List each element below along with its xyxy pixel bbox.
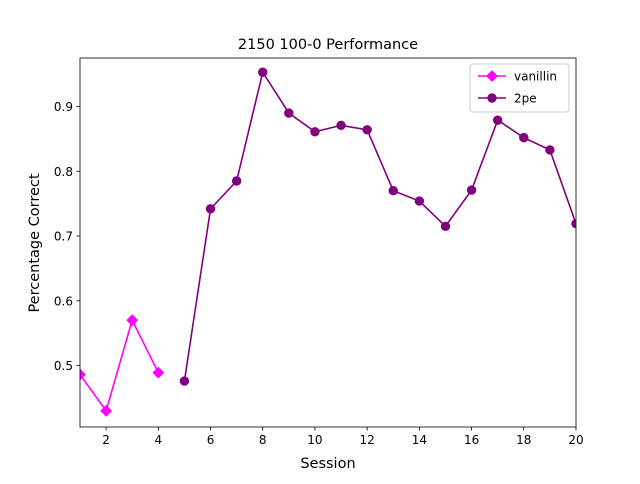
- data-point-2pe: [440, 221, 451, 232]
- series-vanillin: [80, 314, 165, 417]
- data-point-vanillin: [126, 314, 139, 327]
- data-point-2pe: [414, 196, 425, 206]
- y-tick-label: 0.5: [54, 359, 73, 373]
- x-tick-label: 4: [154, 433, 162, 447]
- y-tick-label: 0.9: [54, 100, 73, 114]
- x-tick-label: 14: [412, 433, 427, 447]
- x-tick-label: 8: [259, 433, 267, 447]
- legend-label: 2pe: [514, 92, 537, 106]
- x-tick-label: 16: [464, 433, 479, 447]
- data-point-2pe: [362, 125, 372, 135]
- x-tick-label: 20: [568, 433, 583, 447]
- data-point-2pe: [466, 185, 477, 195]
- series-line-2pe: [183, 70, 576, 382]
- x-tick-label: 6: [207, 433, 215, 447]
- x-tick-label: 12: [360, 433, 375, 447]
- axes-frame: [79, 57, 577, 428]
- legend-marker: [486, 70, 498, 82]
- x-tick-label: 18: [516, 433, 531, 447]
- chart-title: 2150 100-0 Performance: [238, 37, 418, 53]
- data-point-2pe: [231, 176, 242, 186]
- x-axis-label: Session: [300, 456, 355, 472]
- plot-area: 2 4 6 8 10 12 14 16 18 20 0.5 0.6 0.7 0.8 0.9: [54, 57, 584, 447]
- data-point-2pe: [519, 132, 529, 143]
- data-point-2pe: [545, 145, 555, 155]
- y-axis-label: Percentage Correct: [27, 173, 43, 312]
- y-tick-label: 0.6: [54, 294, 73, 308]
- series-line-vanillin: [80, 317, 160, 413]
- data-point-vanillin: [100, 404, 113, 417]
- data-point-2pe: [492, 115, 503, 125]
- legend-marker: [487, 93, 497, 103]
- x-tick-label: 10: [307, 433, 322, 447]
- data-point-2pe: [388, 186, 398, 196]
- data-point-2pe: [179, 376, 190, 386]
- data-point-2pe: [284, 108, 294, 118]
- legend: vanillin 2pe: [469, 63, 570, 113]
- series-layer: [80, 67, 576, 417]
- data-point-2pe: [310, 127, 320, 137]
- y-tick-label: 0.7: [54, 230, 73, 244]
- data-point-2pe: [205, 204, 216, 214]
- legend-item-2pe: 2pe: [478, 92, 537, 106]
- data-point-2pe: [336, 120, 346, 131]
- data-point-2pe: [258, 67, 268, 77]
- data-point-vanillin: [152, 366, 165, 379]
- legend-item-vanillin: vanillin: [478, 70, 557, 84]
- legend-label: vanillin: [514, 70, 557, 84]
- y-tick-label: 0.8: [54, 165, 73, 179]
- x-tick-label: 2: [102, 433, 110, 447]
- data-point-vanillin: [80, 368, 86, 381]
- series-2pe: [179, 67, 576, 386]
